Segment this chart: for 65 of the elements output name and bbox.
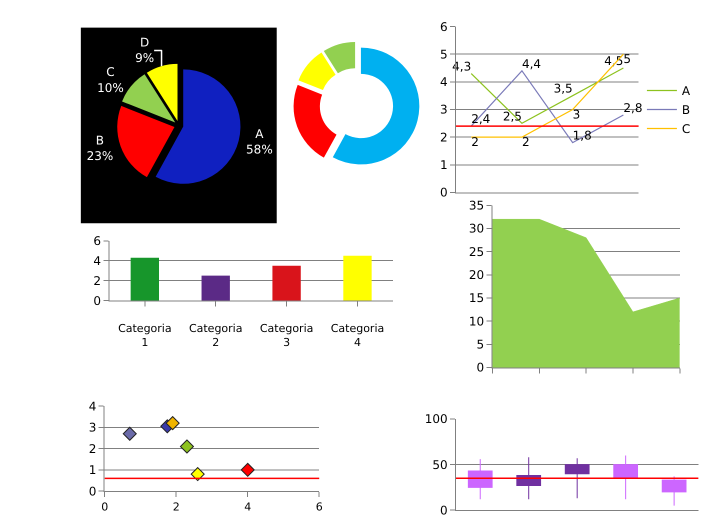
- y-tick-label: 1: [88, 463, 96, 478]
- y-tick-label: 0: [440, 186, 448, 200]
- data-label: 2,4: [471, 112, 490, 126]
- data-label: 2,8: [623, 101, 642, 116]
- slice-label: B: [96, 133, 104, 148]
- data-label: 58%: [246, 142, 273, 157]
- y-tick-label: 25: [468, 244, 484, 259]
- x-tick-label: Categoria 2: [188, 322, 242, 350]
- y-tick-label: 100: [424, 412, 448, 426]
- y-tick-label: 50: [432, 458, 448, 472]
- y-tick-label: 3: [88, 420, 96, 435]
- y-tick-label: 2: [88, 442, 96, 456]
- data-label: 23%: [86, 148, 114, 163]
- y-tick-label: 5: [440, 47, 448, 62]
- y-tick-label: 30: [468, 222, 484, 236]
- data-label: 9%: [135, 51, 154, 66]
- y-tick-label: 6: [440, 20, 448, 34]
- data-label: 4,4: [522, 56, 542, 71]
- x-tick-label: Categoria 3: [260, 322, 314, 350]
- x-tick-label: 4: [244, 500, 252, 514]
- x-tick-label: Categoria 1: [118, 322, 172, 350]
- data-label: 2: [522, 135, 530, 150]
- data-label: 1,8: [572, 128, 592, 143]
- y-tick-label: 35: [468, 198, 484, 212]
- x-tick-label: Categoria 4: [330, 322, 384, 350]
- candlestick: [468, 458, 493, 500]
- y-tick-label: 20: [468, 268, 484, 282]
- candlestick: [662, 476, 686, 506]
- data-label: 10%: [97, 80, 124, 95]
- bar: [272, 266, 301, 301]
- slice-label: A: [255, 126, 264, 141]
- y-tick-label: 4: [88, 399, 96, 414]
- legend-label: B: [682, 103, 690, 118]
- bar: [130, 258, 160, 301]
- y-tick-label: 0: [476, 360, 484, 375]
- point: [240, 462, 255, 477]
- bar: [202, 276, 230, 301]
- point: [166, 416, 180, 430]
- data-label: 5: [623, 52, 632, 66]
- slice-label: D: [140, 36, 150, 50]
- candlestick: [564, 458, 590, 499]
- y-tick-label: 1: [440, 158, 448, 172]
- legend-label: A: [682, 84, 691, 98]
- legend-label: C: [682, 122, 690, 136]
- y-tick-label: 3: [440, 102, 448, 117]
- bar: [343, 256, 372, 301]
- candlestick: [613, 454, 638, 500]
- y-tick-label: 0: [88, 484, 96, 498]
- data-label: 3: [572, 107, 580, 122]
- y-tick-label: 10: [468, 314, 484, 328]
- y-tick-label: 4: [93, 254, 101, 268]
- slice-label: C: [106, 65, 115, 80]
- y-tick-label: 15: [468, 291, 484, 306]
- data-label: 3,5: [554, 82, 573, 96]
- y-tick-label: 2: [440, 130, 448, 144]
- x-tick-label: 2: [172, 500, 180, 514]
- y-tick-label: 2: [93, 274, 101, 288]
- point: [122, 426, 137, 441]
- y-tick-label: 6: [93, 234, 101, 248]
- y-tick-label: 4: [440, 75, 448, 90]
- x-tick-label: 6: [316, 500, 323, 514]
- y-tick-label: 0: [93, 294, 101, 308]
- point: [190, 467, 205, 482]
- y-tick-label: 5: [476, 338, 484, 352]
- point: [180, 439, 194, 454]
